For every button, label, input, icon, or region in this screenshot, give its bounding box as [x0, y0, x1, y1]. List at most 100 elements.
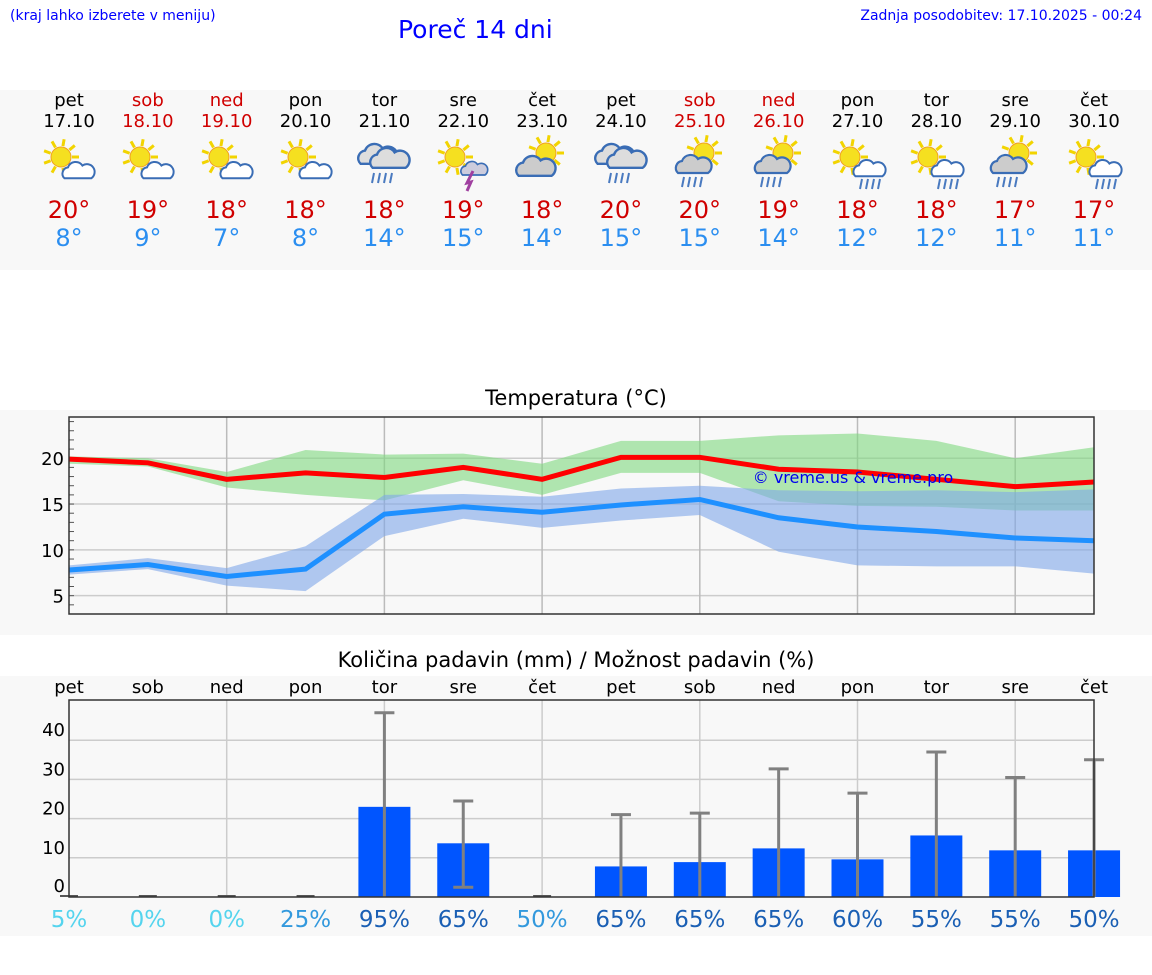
cloud-sun-rain-icon	[976, 132, 1055, 194]
location-hint[interactable]: (kraj lahko izberete v meniju)	[10, 8, 216, 24]
day-column[interactable]: tor 21.10 18° 14°	[345, 90, 424, 252]
y-tick-label: 15	[41, 495, 64, 516]
sun-cloud-icon	[30, 132, 109, 194]
x-tick-label: sob	[132, 677, 164, 698]
x-tick-label: čet	[528, 677, 556, 698]
x-tick-label: tor	[372, 677, 398, 698]
min-temp: 11°	[1072, 224, 1116, 252]
x-tick-label: čet	[1080, 677, 1108, 698]
day-column[interactable]: ned 26.10 19° 14°	[739, 90, 818, 252]
plot-frame	[68, 416, 1095, 615]
day-date: 24.10	[595, 111, 647, 132]
day-name: pon	[288, 90, 323, 111]
max-temp: 17°	[1072, 196, 1116, 224]
watermark: © vreme.us & vreme.pro	[753, 468, 954, 487]
day-name: pet	[54, 90, 84, 111]
sun-rain-icon	[897, 132, 976, 194]
day-date: 25.10	[674, 111, 726, 132]
day-column[interactable]: pet 17.10 20° 8°	[30, 90, 109, 252]
max-temp-line	[68, 454, 1095, 490]
day-column[interactable]: čet 23.10 18° 14°	[503, 90, 582, 252]
min-temp: 15°	[441, 224, 485, 252]
x-tick-label: tor	[924, 677, 950, 698]
day-date: 26.10	[752, 111, 805, 132]
day-column[interactable]: pon 27.10 18° 12°	[818, 90, 897, 252]
x-tick-label: ned	[762, 677, 796, 698]
max-temp: 20°	[47, 196, 91, 224]
day-column[interactable]: sob 25.10 20° 15°	[660, 90, 739, 252]
day-date: 29.10	[989, 111, 1041, 132]
sun-rain-icon	[818, 132, 897, 194]
max-temp: 19°	[441, 196, 485, 224]
precip-probability: 50%	[1068, 907, 1119, 933]
cloud-rain-icon	[581, 132, 660, 194]
day-column[interactable]: tor 28.10 18° 12°	[897, 90, 976, 252]
day-column[interactable]: sre 29.10 17° 11°	[976, 90, 1055, 252]
min-temp: 8°	[291, 224, 320, 252]
temperature-chart-title: Temperatura (°C)	[485, 386, 667, 410]
precip-probability: 65%	[753, 907, 804, 933]
day-date: 21.10	[358, 111, 411, 132]
min-temp: 14°	[363, 224, 406, 252]
day-column[interactable]: sre 22.10 19° 15°	[424, 90, 503, 252]
cloud-sun-rain-icon	[739, 132, 818, 194]
min-temp: 12°	[915, 224, 958, 252]
day-name: tor	[923, 90, 950, 111]
day-date: 19.10	[200, 111, 253, 132]
precip-probability: 5%	[51, 907, 88, 933]
day-name: pet	[606, 90, 636, 111]
precip-probability: 60%	[832, 907, 883, 933]
day-date: 22.10	[437, 111, 490, 132]
x-tick-label: sre	[450, 677, 477, 698]
min-temp-range-band	[69, 485, 1095, 592]
cloud-sun-icon	[503, 132, 582, 194]
day-name: pon	[840, 90, 875, 111]
temperature-chart: 5 10 15 20 © vreme.us & vreme.pro	[41, 416, 1095, 615]
day-column[interactable]: čet 30.10 17° 11°	[1055, 90, 1134, 252]
min-temp: 15°	[599, 224, 643, 252]
day-name: sob	[131, 90, 164, 111]
precip-probability: 55%	[911, 907, 962, 933]
precipitation-chart-title: Količina padavin (mm) / Možnost padavin …	[337, 648, 815, 672]
sun-thunder-icon	[424, 132, 503, 194]
precip-probability: 55%	[990, 907, 1041, 933]
min-temp: 15°	[678, 224, 722, 252]
day-date: 18.10	[122, 111, 174, 132]
day-column[interactable]: pet 24.10 20° 15°	[581, 90, 660, 252]
cloud-rain-icon	[345, 132, 424, 194]
max-temp: 20°	[678, 196, 722, 224]
max-temp: 19°	[126, 196, 170, 224]
max-temp: 19°	[757, 196, 800, 224]
x-tick-label: sob	[684, 677, 716, 698]
day-name: čet	[528, 90, 557, 111]
x-tick-label: pon	[289, 677, 323, 698]
min-temp: 14°	[757, 224, 800, 252]
min-temp: 8°	[55, 224, 83, 252]
day-column[interactable]: sob 18.10 19° 9°	[108, 90, 187, 252]
sun-rain-icon	[1055, 132, 1134, 194]
day-name: ned	[209, 90, 244, 111]
x-tick-label: ned	[210, 677, 244, 698]
daily-forecast-strip: pet 17.10 20° 8° sob 18.10 19° 9° ned 19.1…	[0, 90, 1152, 270]
y-tick-label: 0	[54, 876, 65, 897]
x-tick-label: pet	[606, 677, 636, 698]
precip-probability: 50%	[517, 907, 568, 933]
x-tick-label: pon	[841, 677, 875, 698]
precip-probability: 65%	[595, 907, 646, 933]
max-temp: 18°	[205, 196, 248, 224]
page-title: Poreč 14 dni	[398, 15, 553, 44]
day-column[interactable]: ned 19.10 18° 7°	[187, 90, 266, 252]
sun-cloud-icon	[187, 132, 266, 194]
precip-probability: 25%	[280, 907, 331, 933]
precip-probability: 65%	[674, 907, 725, 933]
min-temp: 12°	[836, 224, 879, 252]
y-tick-label: 10	[41, 541, 64, 562]
x-tick-label: pet	[54, 677, 84, 698]
day-date: 17.10	[43, 111, 95, 132]
max-temp: 17°	[993, 196, 1037, 224]
y-tick-label: 40	[42, 720, 65, 741]
precipitation-chart: pet sob ned pon tor sre čet pet sob ned pon tor sre č…	[42, 677, 1121, 933]
y-tick-label: 10	[42, 838, 65, 859]
y-tick-label: 30	[42, 759, 65, 780]
day-column[interactable]: pon 20.10 18° 8°	[266, 90, 345, 252]
